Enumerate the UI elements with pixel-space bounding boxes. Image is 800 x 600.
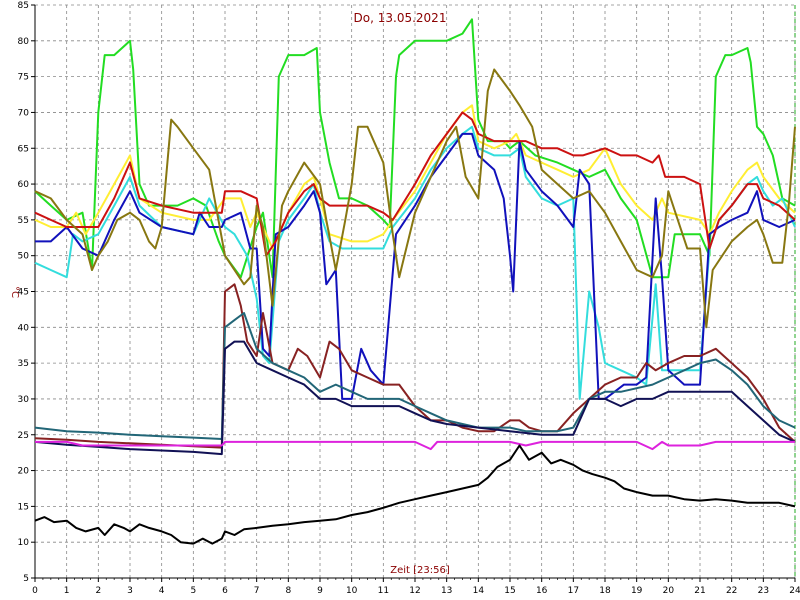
x-tick-label: 13 (441, 586, 452, 596)
tick-labels: 0 1 2 3 4 5 6 7 8 9 10 11 12 13 14 15 16 17 18 19 20 21 22 23 24… (18, 1, 800, 596)
x-tick-label: 4 (159, 586, 165, 596)
series-line-5 (34, 111, 796, 257)
y-tick-label: 60 (18, 180, 30, 190)
y-tick-label: 55 (18, 216, 29, 226)
x-tick-label: 15 (504, 586, 515, 596)
x-tick-label: 24 (789, 586, 800, 596)
y-tick-label: 30 (18, 395, 30, 405)
series-group (34, 18, 796, 545)
y-tick-label: 25 (18, 431, 29, 441)
x-tick-label: 3 (127, 586, 133, 596)
x-tick-label: 18 (599, 586, 611, 596)
series-line-10 (35, 440, 795, 451)
grid (34, 4, 796, 579)
x-tick-label: 7 (254, 586, 260, 596)
y-axis-label: °C (9, 286, 20, 298)
series-line-8 (34, 312, 796, 440)
y-tick-label: 80 (18, 37, 30, 47)
y-tick-label: 65 (18, 144, 29, 154)
x-axis-label: Zeit [23:56] (390, 565, 450, 576)
x-tick-label: 11 (378, 586, 389, 596)
x-tick-label: 8 (285, 586, 291, 596)
x-tick-label: 21 (694, 586, 705, 596)
x-tick-label: 2 (95, 586, 101, 596)
x-tick-label: 17 (568, 586, 579, 596)
x-tick-label: 23 (758, 586, 769, 596)
x-tick-label: 16 (536, 586, 548, 596)
series-line-11 (34, 444, 796, 545)
x-tick-label: 20 (663, 586, 675, 596)
x-tick-label: 5 (190, 586, 196, 596)
series-line-3 (34, 125, 796, 400)
axes (31, 4, 796, 582)
x-tick-label: 12 (409, 586, 420, 596)
series-line-4 (35, 132, 796, 400)
chart-title: Do, 13.05.2021 (354, 11, 447, 25)
x-tick-label: 14 (473, 586, 485, 596)
x-tick-label: 1 (64, 586, 70, 596)
series-line-9 (34, 340, 796, 456)
y-tick-label: 5 (23, 574, 29, 584)
x-tick-label: 19 (631, 586, 643, 596)
y-tick-label: 10 (18, 538, 30, 548)
y-tick-label: 45 (18, 288, 29, 298)
x-tick-label: 22 (726, 586, 737, 596)
y-tick-label: 20 (18, 467, 30, 477)
y-tick-label: 35 (18, 359, 29, 369)
x-tick-label: 9 (317, 586, 323, 596)
y-tick-label: 75 (18, 73, 29, 83)
series-line-6 (34, 68, 796, 329)
y-tick-label: 50 (18, 252, 30, 262)
x-tick-label: 0 (32, 586, 38, 596)
y-tick-label: 40 (18, 323, 30, 333)
y-tick-label: 15 (18, 502, 29, 512)
x-tick-label: 6 (222, 586, 228, 596)
y-tick-label: 85 (18, 1, 29, 11)
y-tick-label: 70 (18, 108, 30, 118)
x-tick-label: 10 (346, 586, 358, 596)
